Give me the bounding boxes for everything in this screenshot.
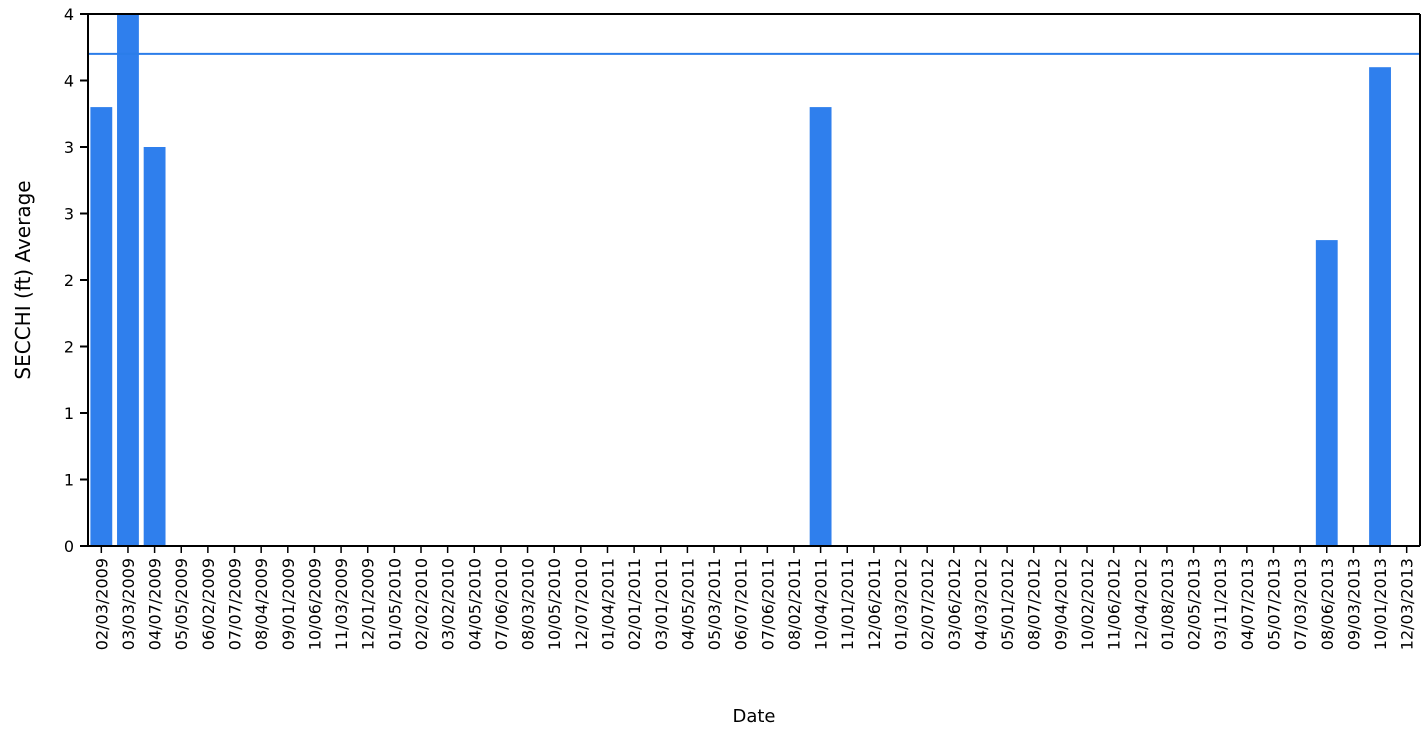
x-tick-label: 08/04/2009 <box>252 558 271 650</box>
y-tick-label: 4 <box>64 5 74 24</box>
x-tick-label: 09/03/2013 <box>1344 558 1363 650</box>
x-tick-label: 10/06/2009 <box>305 558 324 650</box>
x-tick-label: 08/02/2011 <box>785 558 804 650</box>
x-tick-label: 03/02/2010 <box>439 558 458 650</box>
x-tick-label: 02/02/2010 <box>412 558 431 650</box>
x-tick-label: 03/01/2011 <box>652 558 671 650</box>
x-tick-label: 10/04/2011 <box>812 558 831 650</box>
x-axis-title: Date <box>732 706 775 727</box>
x-tick-label: 04/07/2013 <box>1238 558 1257 650</box>
bar <box>1369 67 1391 546</box>
x-tick-label: 02/05/2013 <box>1185 558 1204 650</box>
x-tick-label: 04/03/2012 <box>971 558 990 650</box>
bar <box>809 107 832 546</box>
x-tick-label: 10/01/2013 <box>1371 558 1390 650</box>
x-tick-label: 09/01/2009 <box>279 558 298 650</box>
y-axis-title: SECCHI (ft) Average <box>11 180 35 379</box>
x-tick-label: 05/07/2013 <box>1264 558 1283 650</box>
x-tick-label: 06/07/2011 <box>732 558 751 650</box>
bar <box>143 147 166 546</box>
y-tick-label: 2 <box>64 271 74 290</box>
y-tick-label: 3 <box>64 138 74 157</box>
y-tick-label: 1 <box>64 404 74 423</box>
x-tick-label: 05/03/2011 <box>705 558 724 650</box>
x-tick-label: 12/04/2012 <box>1131 558 1150 650</box>
x-tick-label: 10/02/2012 <box>1078 558 1097 650</box>
x-tick-label: 06/02/2009 <box>199 558 218 650</box>
y-tick-label: 3 <box>64 205 74 224</box>
x-tick-label: 10/05/2010 <box>545 558 564 650</box>
x-tick-label: 11/06/2012 <box>1105 558 1124 650</box>
x-tick-label: 11/01/2011 <box>838 558 857 650</box>
x-tick-label: 02/03/2009 <box>92 558 111 650</box>
x-tick-label: 08/03/2010 <box>519 558 538 650</box>
bar <box>1315 240 1338 546</box>
x-tick-label: 04/07/2009 <box>146 558 165 650</box>
x-tick-label: 05/05/2009 <box>172 558 191 650</box>
y-tick-label: 0 <box>64 537 74 556</box>
x-tick-label: 04/05/2011 <box>678 558 697 650</box>
x-tick-label: 07/07/2009 <box>226 558 245 650</box>
x-tick-label: 07/03/2013 <box>1291 558 1310 650</box>
x-tick-label: 08/06/2013 <box>1318 558 1337 650</box>
x-tick-label: 01/08/2013 <box>1158 558 1177 650</box>
y-tick-label: 1 <box>64 471 74 490</box>
y-tick-label: 4 <box>64 72 74 91</box>
x-tick-label: 12/03/2013 <box>1398 558 1417 650</box>
x-tick-label: 01/05/2010 <box>385 558 404 650</box>
x-tick-label: 03/03/2009 <box>119 558 138 650</box>
x-tick-label: 04/05/2010 <box>465 558 484 650</box>
x-tick-label: 07/06/2010 <box>492 558 511 650</box>
x-tick-label: 03/06/2012 <box>945 558 964 650</box>
x-tick-label: 07/06/2011 <box>758 558 777 650</box>
x-tick-label: 03/11/2013 <box>1211 558 1230 650</box>
bar <box>117 14 139 546</box>
x-tick-label: 08/07/2012 <box>1025 558 1044 650</box>
x-tick-label: 11/03/2009 <box>332 558 351 650</box>
y-tick-label: 2 <box>64 338 74 357</box>
x-tick-label: 02/01/2011 <box>625 558 644 650</box>
x-tick-label: 12/01/2009 <box>359 558 378 650</box>
x-tick-label: 02/07/2012 <box>918 558 937 650</box>
bar <box>90 107 113 546</box>
x-tick-label: 01/03/2012 <box>892 558 911 650</box>
x-tick-label: 12/06/2011 <box>865 558 884 650</box>
x-tick-label: 01/04/2011 <box>598 558 617 650</box>
x-tick-label: 09/04/2012 <box>1051 558 1070 650</box>
x-tick-label: 05/01/2012 <box>998 558 1017 650</box>
x-tick-label: 12/07/2010 <box>572 558 591 650</box>
